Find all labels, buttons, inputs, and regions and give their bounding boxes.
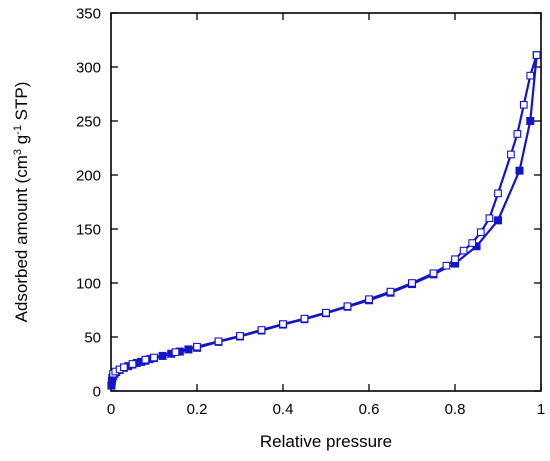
x-tick-label: 0 (107, 401, 115, 418)
y-axis-title-part: Adsorbed amount (cm (12, 155, 31, 322)
data-point (459, 246, 468, 255)
y-tick-label: 350 (76, 6, 101, 23)
data-point (120, 363, 128, 372)
data-point (257, 326, 266, 334)
data-point (322, 308, 330, 317)
data-point (408, 279, 416, 287)
data-point (141, 355, 150, 364)
y-axis-title-superscript: 3 (12, 149, 24, 155)
y-tick-label: 250 (76, 114, 101, 131)
data-point (128, 360, 137, 368)
data-point (193, 342, 201, 351)
series-line (112, 54, 538, 375)
data-point (526, 71, 535, 80)
x-axis-title: Relative pressure (260, 432, 392, 451)
data-point (476, 228, 485, 237)
y-tick-label: 100 (76, 276, 101, 293)
data-point (532, 51, 541, 59)
data-point (429, 269, 438, 278)
series-open-square (109, 51, 541, 378)
y-tick-label: 0 (93, 384, 101, 401)
data-point (515, 166, 524, 175)
data-point (214, 337, 223, 346)
data-point (386, 287, 395, 296)
data-point (300, 314, 309, 323)
x-tick-label: 0.8 (445, 401, 466, 418)
x-tick-label: 1 (537, 401, 545, 418)
data-point (451, 255, 459, 264)
y-axis-title-superscript: -1 (12, 125, 24, 135)
data-point (513, 130, 522, 138)
data-point (526, 117, 535, 126)
x-tick-label: 0.6 (359, 401, 380, 418)
data-point (507, 150, 515, 159)
y-axis-title-part: STP) (12, 82, 31, 125)
y-axis-title-part: g (12, 135, 31, 149)
data-point (365, 295, 373, 304)
data-point (150, 353, 158, 362)
data-point (171, 348, 180, 356)
data-point (493, 216, 502, 225)
data-point (468, 239, 477, 247)
data-point (236, 332, 244, 340)
series-filled-square (107, 51, 541, 390)
y-tick-label: 50 (84, 330, 101, 347)
y-tick-label: 150 (76, 222, 101, 239)
data-point (519, 100, 528, 109)
x-tick-label: 0.2 (187, 401, 208, 418)
series-line (110, 55, 538, 386)
data-point (343, 302, 352, 311)
y-tick-label: 300 (76, 60, 101, 77)
y-tick-label: 200 (76, 168, 101, 185)
axes: 0 0.2 0.4 0.6 0.8 1 0 50 100 150 200 250 300 350 (76, 6, 545, 419)
data-point (279, 320, 287, 328)
data-point (494, 189, 502, 198)
plot-frame (110, 12, 542, 392)
series-layer (107, 51, 541, 390)
x-tick-label: 0.4 (273, 401, 294, 418)
data-point (442, 261, 451, 270)
y-axis-title: Adsorbed amount (cm3 g-1 STP) (12, 82, 31, 323)
data-point (485, 214, 494, 223)
